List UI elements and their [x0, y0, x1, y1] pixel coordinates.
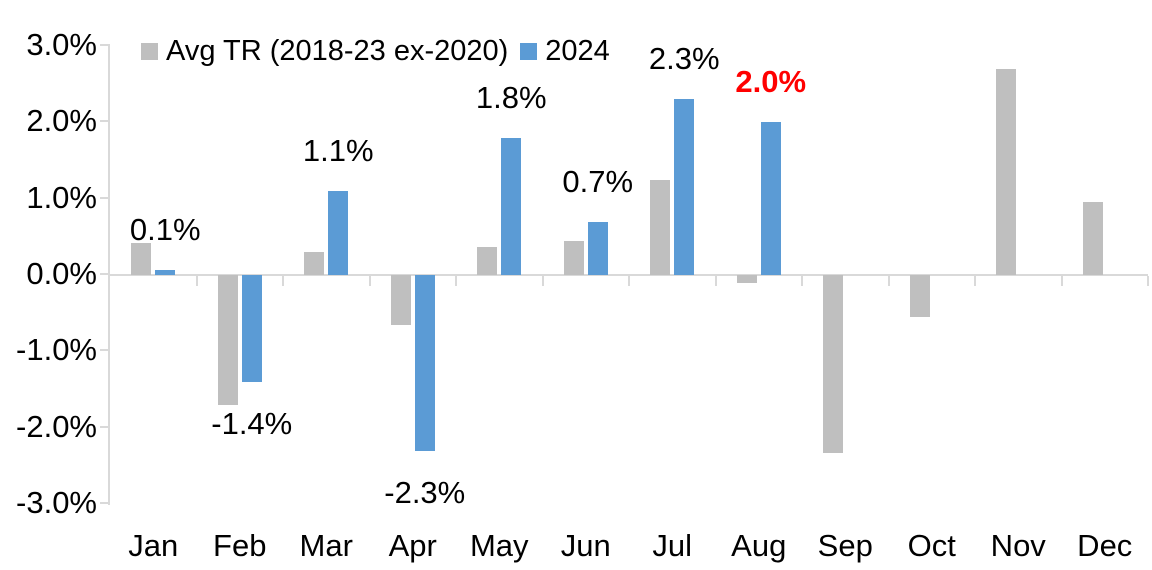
bar-avg-tr-sep [823, 275, 844, 453]
x-axis-tick [541, 276, 544, 286]
x-axis-tick [455, 276, 457, 286]
x-axis-tick [368, 276, 371, 286]
bar-avg-tr-apr [390, 275, 411, 325]
bar-avg-tr-jul [650, 179, 671, 275]
bar-2024-may [501, 137, 522, 275]
data-label-jul: 2.3% [648, 41, 720, 77]
x-axis-tick [1060, 276, 1063, 286]
y-axis-tick-label: -1.0% [16, 332, 97, 368]
legend-swatch-2024 [520, 43, 538, 60]
x-axis-tick [628, 276, 630, 286]
x-axis-zero-line [110, 274, 1148, 276]
y-axis-tick-label: 0.0% [26, 255, 97, 291]
bar-avg-tr-may [477, 246, 498, 275]
y-axis-tick [100, 44, 110, 46]
x-axis-label-aug: Aug [731, 528, 787, 563]
x-axis-label-may: May [469, 528, 529, 563]
data-label-may: 1.8% [475, 79, 547, 115]
bar-2024-jul [674, 99, 695, 275]
data-label-aug: 2.0% [735, 64, 807, 100]
bar-avg-tr-nov [996, 68, 1017, 275]
x-axis-tick [195, 276, 198, 286]
x-axis-label-jan: Jan [128, 528, 179, 563]
y-axis-tick-label: -3.0% [16, 484, 97, 520]
y-axis-tick-label: 3.0% [26, 27, 97, 62]
y-axis-tick [100, 501, 110, 504]
chart-legend: Avg TR (2018-23 ex-2020) 2024 [141, 36, 610, 67]
bar-2024-feb [241, 275, 262, 382]
data-label-feb: -1.4% [211, 405, 293, 441]
x-axis-label-nov: Nov [990, 528, 1046, 563]
bar-2024-jan [155, 270, 176, 275]
bar-avg-tr-oct [909, 275, 930, 317]
y-axis-tick [100, 120, 110, 123]
data-label-jan: 0.1% [129, 212, 201, 248]
bar-avg-tr-jun [563, 240, 584, 275]
legend-label-2024: 2024 [545, 35, 610, 67]
data-label-mar: 1.1% [302, 133, 374, 169]
bar-avg-tr-jan [131, 242, 152, 275]
x-axis-label-dec: Dec [1077, 528, 1133, 563]
x-axis-tick [801, 276, 803, 286]
bar-2024-jun [587, 221, 608, 275]
x-axis-label-mar: Mar [299, 528, 353, 563]
x-axis-tick [714, 276, 717, 286]
x-axis-tick [1147, 276, 1149, 286]
bar-avg-tr-feb [217, 275, 238, 405]
legend-label-avg-tr: Avg TR (2018-23 ex-2020) [166, 35, 509, 67]
y-axis-tick-label: 1.0% [26, 179, 97, 215]
y-axis-line [108, 45, 110, 505]
y-axis-tick [100, 425, 110, 428]
bar-avg-tr-aug [736, 275, 757, 283]
legend-swatch-avg-tr [141, 43, 158, 60]
x-axis-label-feb: Feb [213, 528, 267, 563]
y-axis-tick [100, 196, 110, 199]
bar-avg-tr-dec [1082, 201, 1103, 275]
data-label-jun: 0.7% [562, 163, 634, 199]
x-axis-tick [282, 276, 284, 286]
bar-2024-mar [328, 191, 349, 275]
x-axis-label-jul: Jul [652, 528, 693, 563]
x-axis-label-apr: Apr [388, 528, 437, 563]
bar-2024-apr [414, 275, 435, 451]
x-axis-label-sep: Sep [817, 528, 873, 563]
x-axis-tick [887, 276, 890, 286]
x-axis-label-oct: Oct [907, 528, 956, 563]
bar-2024-aug [760, 122, 781, 275]
y-axis-tick-label: -2.0% [16, 408, 97, 444]
y-axis-tick-label: 2.0% [26, 103, 97, 139]
x-axis-tick [974, 276, 976, 286]
y-axis-tick [100, 349, 110, 352]
x-axis-label-jun: Jun [560, 528, 611, 563]
y-axis-tick [100, 272, 110, 275]
bar-avg-tr-mar [304, 252, 325, 275]
data-label-apr: -2.3% [384, 474, 466, 510]
